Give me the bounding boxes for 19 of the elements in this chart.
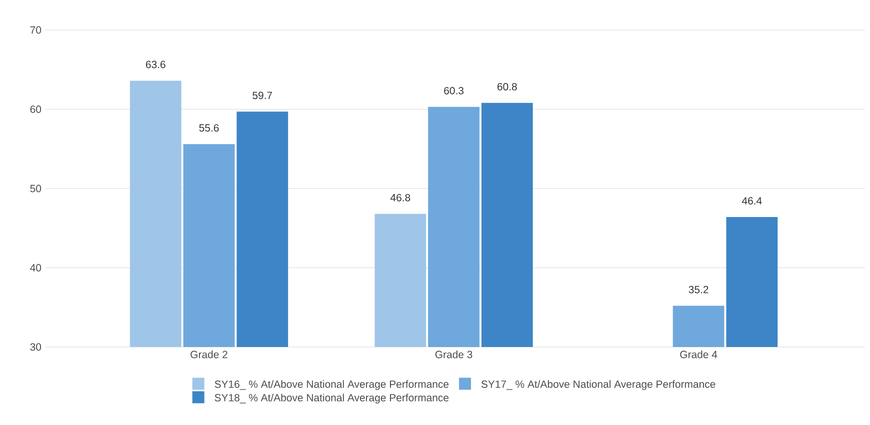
y-tick-label: 50 [30, 184, 42, 192]
x-tick-label: Grade 2 [190, 350, 228, 358]
legend-label: SY18_ % At/Above National Average Performance [214, 394, 449, 404]
data-label: 60.8 [497, 82, 517, 90]
legend-label: SY17_ % At/Above National Average Performance [481, 380, 716, 390]
data-label: 55.6 [199, 124, 219, 132]
data-label: 59.7 [252, 92, 272, 100]
y-tick-label: 60 [30, 106, 42, 113]
y-tick-label: 70 [30, 26, 42, 34]
y-tick-label: 30 [30, 343, 42, 351]
x-tick-label: Grade 3 [435, 350, 472, 358]
data-label: 35.2 [688, 286, 708, 294]
y-tick-label: 40 [30, 264, 42, 272]
data-label: 60.3 [444, 86, 464, 94]
data-label: 63.6 [146, 60, 166, 68]
x-tick-label: Grade 4 [680, 350, 718, 358]
legend-label: SY16_ % At/Above National Average Performance [214, 380, 449, 390]
data-label: 46.4 [742, 197, 762, 205]
data-label: 46.8 [390, 194, 410, 202]
